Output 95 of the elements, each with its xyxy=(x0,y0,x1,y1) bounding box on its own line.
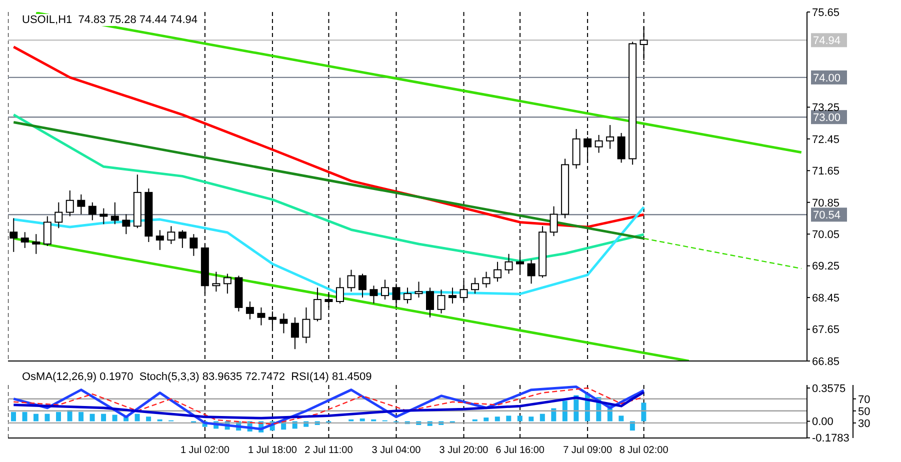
y-tick-label: 66.85 xyxy=(812,356,840,368)
bar xyxy=(134,414,140,422)
candlestick xyxy=(448,287,457,304)
candlestick xyxy=(414,281,423,298)
candlestick xyxy=(122,214,130,235)
candlestick xyxy=(110,202,119,225)
bar xyxy=(360,418,365,422)
candlestick xyxy=(167,226,176,245)
candlestick xyxy=(223,273,232,294)
y-tick-label: 70.05 xyxy=(812,228,840,241)
candlestick xyxy=(550,206,558,237)
candlestick xyxy=(190,234,198,256)
candlestick xyxy=(617,132,626,164)
candlestick xyxy=(302,306,310,344)
bar xyxy=(641,402,646,422)
y-tick-label: 75.65 xyxy=(812,6,840,19)
bar xyxy=(112,414,118,422)
candlestick xyxy=(77,194,86,215)
candlestick xyxy=(606,124,614,150)
bar xyxy=(540,414,545,422)
candlestick xyxy=(66,190,74,217)
candlestick xyxy=(88,202,96,221)
candlestick xyxy=(290,316,299,350)
candlestick xyxy=(280,312,288,334)
bar xyxy=(90,414,95,422)
bar xyxy=(67,410,72,422)
candlestick xyxy=(212,271,220,292)
candlestick xyxy=(43,216,52,246)
candlestick xyxy=(437,289,446,314)
candlestick xyxy=(32,234,40,254)
candlestick xyxy=(527,259,536,284)
candlestick xyxy=(257,306,266,326)
candlestick xyxy=(380,279,389,300)
bar xyxy=(22,412,28,422)
bar xyxy=(56,412,62,422)
y-tick-label: 72.45 xyxy=(812,134,840,146)
candlestick xyxy=(504,253,513,274)
bar xyxy=(146,416,152,422)
ref-line-label: 74.00 xyxy=(813,72,841,84)
y-tick-label: 70.85 xyxy=(812,197,840,210)
y-tick-label: 73.25 xyxy=(812,102,840,114)
bar xyxy=(78,412,84,422)
bar xyxy=(101,414,106,422)
chart-title: OsMA(12,26,9) 0.1970 Stoch(5,3,3) 83.9635 72.7472 RSI(14) 81.4509 xyxy=(20,371,374,383)
ref-line-label: 70.54 xyxy=(813,210,841,222)
y-tick-label: -0.1783 xyxy=(812,432,850,445)
x-tick-label: 1 Jul 18:00 xyxy=(248,445,298,456)
chart-title: USOIL,H1 74.83 75.28 74.44 74.94 xyxy=(20,14,200,26)
y2-tick-label: 30 xyxy=(858,418,870,430)
candlestick xyxy=(20,232,29,248)
bar xyxy=(618,416,624,422)
bar xyxy=(484,418,489,422)
candlestick xyxy=(178,230,186,248)
x-tick-label: 6 Jul 16:00 xyxy=(496,445,545,456)
candlestick xyxy=(246,301,254,320)
x-tick-label: 3 Jul 20:00 xyxy=(439,445,489,456)
y-tick-label: 71.65 xyxy=(812,166,840,178)
y-tick-label: 0.00 xyxy=(812,416,834,428)
line-series xyxy=(12,390,646,420)
bar xyxy=(44,414,50,422)
y2-tick-label: 70 xyxy=(858,394,870,406)
line-series xyxy=(13,387,644,425)
y-tick-label: 68.45 xyxy=(812,292,840,304)
x-tick-label: 7 Jul 09:00 xyxy=(563,445,612,456)
ref-line-label: 74.94 xyxy=(813,35,841,48)
candlestick xyxy=(313,287,322,322)
candlestick xyxy=(471,277,480,294)
y-tick-label: 67.65 xyxy=(812,324,840,336)
x-tick-label: 1 Jul 02:00 xyxy=(180,445,230,456)
x-tick-label: 2 Jul 11:00 xyxy=(304,445,354,456)
candlestick xyxy=(347,269,356,292)
candlestick xyxy=(54,202,63,229)
candlestick xyxy=(336,277,344,304)
candlestick xyxy=(156,230,164,250)
candlestick xyxy=(404,287,412,304)
bar xyxy=(506,416,512,422)
bar xyxy=(494,416,500,422)
y-tick-label: 69.25 xyxy=(812,260,840,273)
ref-line-label: 73.00 xyxy=(813,112,841,124)
bar xyxy=(34,414,39,422)
x-tick-label: 8 Jul 02:00 xyxy=(619,445,669,456)
bar xyxy=(528,416,534,422)
bar xyxy=(562,400,568,422)
candlestick xyxy=(594,134,603,154)
bar xyxy=(517,416,522,422)
y-tick-label: 0.3575 xyxy=(812,382,846,395)
x-tick-label: 3 Jul 04:00 xyxy=(372,445,422,456)
bar xyxy=(551,408,556,422)
candlestick xyxy=(494,261,502,282)
candlestick xyxy=(482,271,490,288)
candlestick xyxy=(370,285,378,304)
bar xyxy=(11,412,16,422)
y2-tick-label: 50 xyxy=(858,406,870,418)
candlestick xyxy=(358,273,366,298)
candlestick xyxy=(426,287,434,318)
